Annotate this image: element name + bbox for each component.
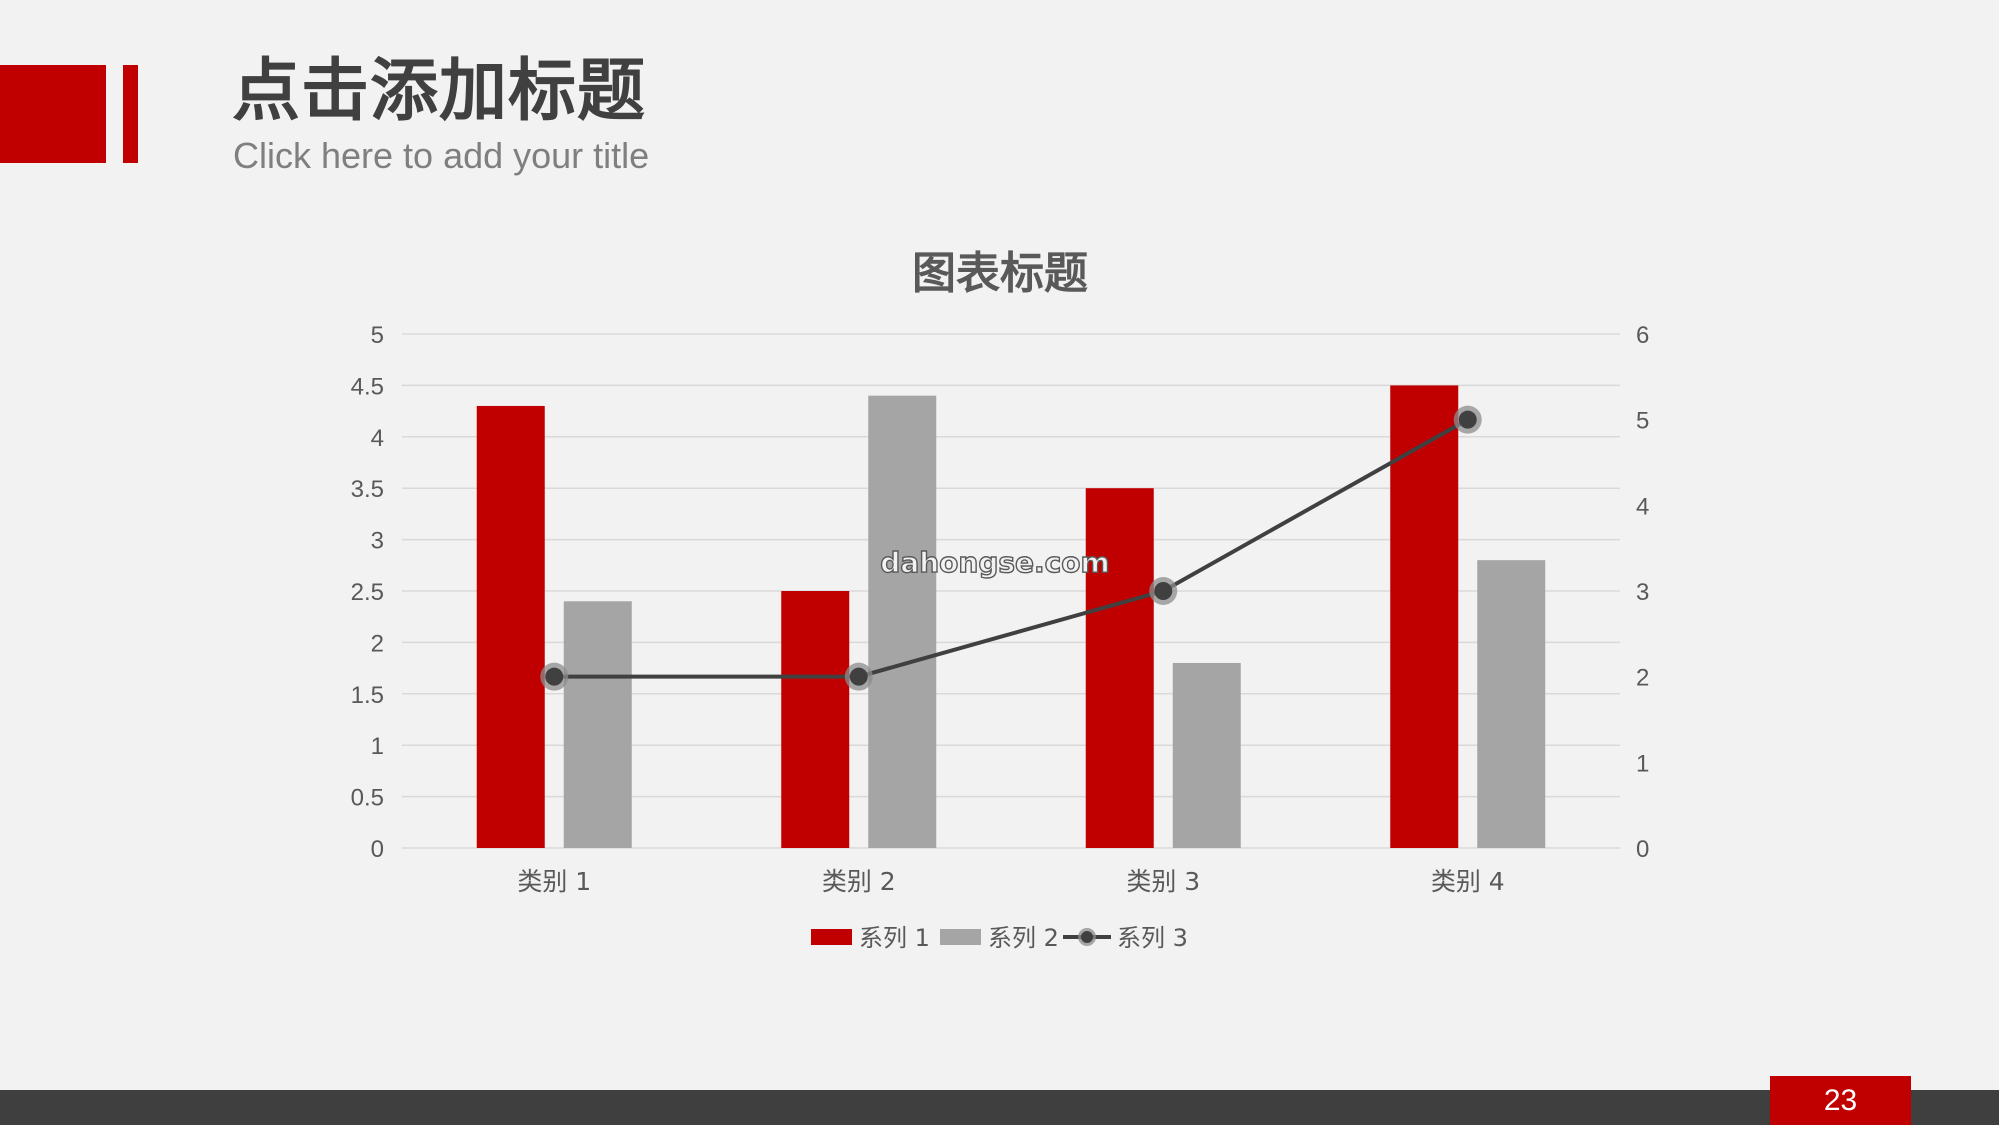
bar: [476, 405, 545, 848]
legend-label: 系列 1: [859, 924, 930, 952]
legend-label: 系列 3: [1117, 924, 1188, 952]
y2-tick-label: 6: [1636, 322, 1649, 349]
slide-title-cn[interactable]: 点击添加标题: [232, 52, 647, 131]
y-tick-label: 0.5: [351, 785, 384, 812]
legend-swatch: [940, 929, 981, 945]
decorative-red-block: [0, 65, 106, 163]
bar: [563, 601, 632, 848]
y-tick-label: 0: [371, 836, 384, 863]
chart-legend: 系列 1 系列 2 系列 3: [811, 924, 1188, 952]
bar: [781, 591, 850, 848]
y2-tick-label: 5: [1636, 408, 1649, 435]
y-tick-label: 4: [371, 425, 384, 452]
slide-subtitle-en[interactable]: Click here to add your title: [233, 135, 650, 176]
y2-tick-label: 4: [1636, 493, 1649, 520]
y-tick-label: 3.5: [351, 476, 384, 503]
x-tick-label: 类别 2: [822, 867, 896, 896]
y-tick-label: 5: [371, 322, 384, 349]
bar-layer: [476, 385, 1546, 848]
legend-marker: [1081, 931, 1093, 943]
point: [545, 667, 564, 686]
bar: [868, 395, 937, 848]
chart-title[interactable]: 图表标题: [912, 248, 1088, 299]
y2-tick-label: 0: [1636, 836, 1649, 863]
x-tick-label: 类别 4: [1431, 867, 1505, 896]
x-tick-label: 类别 3: [1126, 867, 1200, 896]
axis-labels: 0 0.5 1 1.5 2 2.5 3 3.5 4 4.5 5 0 1 2 3 4 5 6 类别 1 类别 2 类别 3…: [351, 322, 1650, 896]
y-tick-label: 2: [371, 630, 384, 657]
bar: [1390, 385, 1459, 848]
bar: [1172, 662, 1241, 848]
series-line: [554, 417, 1469, 679]
bar: [1477, 560, 1546, 848]
y-tick-label: 2.5: [351, 579, 384, 606]
legend-swatch: [811, 929, 852, 945]
y-tick-label: 3: [371, 528, 384, 555]
y2-tick-label: 3: [1636, 579, 1649, 606]
decorative-red-bar: [123, 65, 138, 163]
page-number: 23: [1770, 1076, 1911, 1125]
y2-tick-label: 2: [1636, 665, 1649, 692]
y2-tick-label: 1: [1636, 750, 1649, 777]
line-layer: [540, 405, 1482, 691]
point: [1458, 410, 1477, 429]
point: [849, 667, 868, 686]
y-tick-label: 1: [371, 733, 384, 760]
y-tick-label: 1.5: [351, 682, 384, 709]
watermark-text: dahongse.com: [880, 546, 1109, 579]
y-tick-label: 4.5: [351, 373, 384, 400]
x-tick-label: 类别 1: [517, 867, 591, 896]
legend-label: 系列 2: [988, 924, 1059, 952]
footer-strip: [0, 1090, 1999, 1125]
point: [1154, 582, 1173, 600]
bar: [1085, 488, 1154, 848]
